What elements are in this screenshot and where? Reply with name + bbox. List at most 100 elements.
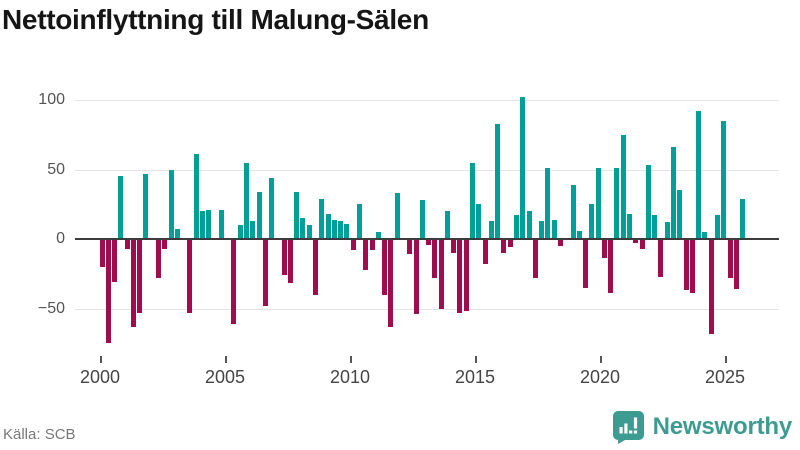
bar-2001Q3 — [137, 239, 143, 313]
bar-2021Q2 — [633, 239, 639, 244]
bar-2023Q4 — [696, 111, 702, 239]
y-tick-label: 100 — [38, 91, 65, 108]
bar-2019Q2 — [583, 239, 589, 288]
bar-2015Q3 — [488, 220, 494, 239]
bar-2003Q3 — [187, 239, 193, 313]
bar-2018Q2 — [557, 239, 563, 246]
bar-2019Q3 — [589, 204, 595, 239]
bar-2011Q1 — [375, 232, 381, 239]
bar-2017Q4 — [545, 168, 551, 239]
bar-2012Q3 — [413, 239, 419, 315]
bar-2013Q3 — [438, 239, 444, 309]
chart-title: Nettoinflyttning till Malung-Sälen — [2, 4, 429, 35]
y-tick-label: 0 — [56, 230, 65, 247]
bar-2022Q4 — [670, 147, 676, 239]
bar-2011Q3 — [388, 239, 394, 327]
newsworthy-wordmark: Newsworthy — [652, 412, 793, 440]
y-tick-label: −50 — [37, 299, 65, 317]
bar-2020Q1 — [601, 239, 607, 259]
bar-2007Q2 — [281, 239, 287, 276]
bar-2000Q2 — [105, 239, 111, 344]
newsworthy-speech-bubble-chart-icon — [612, 411, 644, 444]
bar-2021Q4 — [645, 165, 651, 239]
bar-2017Q3 — [539, 220, 545, 239]
bar-2016Q2 — [507, 239, 513, 248]
bar-2012Q4 — [419, 200, 425, 239]
gridline — [75, 308, 779, 310]
bar-2013Q1 — [426, 239, 432, 245]
bar-2006Q4 — [269, 177, 275, 239]
bar-2009Q2 — [331, 219, 337, 239]
bar-2004Q1 — [199, 211, 205, 239]
bar-2015Q1 — [476, 204, 482, 239]
bar-2020Q4 — [620, 134, 626, 239]
bar-2019Q4 — [595, 168, 601, 239]
bar-2022Q2 — [658, 239, 664, 277]
bar-2008Q3 — [313, 239, 319, 295]
bar-2025Q3 — [740, 198, 746, 239]
bar-2011Q2 — [382, 239, 388, 295]
bar-2017Q1 — [526, 211, 532, 239]
bar-2024Q4 — [721, 120, 727, 239]
bar-2014Q2 — [457, 239, 463, 313]
x-tick-label: 2020 — [579, 367, 621, 387]
x-tick-mark — [100, 356, 102, 363]
bar-2001Q1 — [124, 239, 130, 249]
bar-2007Q4 — [294, 191, 300, 239]
bar-2015Q2 — [482, 239, 488, 265]
x-tick-mark — [725, 356, 727, 363]
gridline — [75, 169, 779, 171]
bar-2009Q4 — [344, 223, 350, 239]
bar-2001Q4 — [143, 173, 149, 239]
bar-2020Q2 — [608, 239, 614, 294]
bar-2003Q4 — [193, 154, 199, 239]
bar-2020Q3 — [614, 168, 620, 239]
x-tick-mark — [475, 356, 477, 363]
bar-2001Q2 — [130, 239, 136, 327]
x-tick-label: 2005 — [204, 367, 246, 387]
bar-2024Q1 — [702, 232, 708, 239]
bar-2022Q3 — [664, 222, 670, 239]
x-tick-label: 2015 — [454, 367, 496, 387]
bar-2005Q2 — [231, 239, 237, 324]
bar-2002Q2 — [156, 239, 162, 278]
x-tick-label: 2000 — [79, 367, 121, 387]
bar-2009Q3 — [338, 220, 344, 239]
bar-2024Q2 — [708, 239, 714, 334]
zero-line — [75, 238, 779, 240]
bar-2021Q1 — [627, 213, 633, 239]
bar-chart-plot-area: 100 50 0 −50 2000 2005 2010 2015 2020 2025 — [38, 91, 779, 387]
bar-2014Q1 — [451, 239, 457, 253]
bar-2023Q1 — [677, 190, 683, 239]
bar-2008Q1 — [300, 218, 306, 239]
x-tick-mark — [225, 356, 227, 363]
bar-2010Q3 — [363, 239, 369, 270]
bar-2009Q1 — [325, 213, 331, 239]
bar-2000Q3 — [112, 239, 118, 283]
bar-2016Q3 — [513, 215, 519, 239]
bar-2013Q2 — [432, 239, 438, 278]
bar-2013Q4 — [444, 211, 450, 239]
bar-2000Q1 — [99, 239, 105, 267]
bar-2008Q2 — [306, 225, 312, 239]
x-tick-label: 2010 — [329, 367, 371, 387]
bar-2024Q3 — [714, 215, 720, 239]
bar-2025Q2 — [733, 239, 739, 290]
bar-2010Q4 — [369, 239, 375, 251]
bar-2007Q3 — [287, 239, 293, 284]
bar-2005Q4 — [243, 162, 249, 239]
source-label: Källa: SCB — [3, 426, 76, 443]
x-tick-mark — [350, 356, 352, 363]
bar-2018Q1 — [551, 219, 557, 239]
bar-2016Q4 — [520, 97, 526, 239]
bar-2006Q3 — [262, 239, 268, 306]
bar-2012Q2 — [407, 239, 413, 255]
gridline — [75, 100, 779, 101]
bar-2021Q3 — [639, 239, 645, 249]
bar-2022Q1 — [652, 215, 658, 239]
x-tick-mark — [600, 356, 602, 363]
bar-2004Q4 — [218, 209, 224, 239]
bar-2023Q2 — [683, 239, 689, 291]
bar-2000Q4 — [118, 176, 124, 239]
